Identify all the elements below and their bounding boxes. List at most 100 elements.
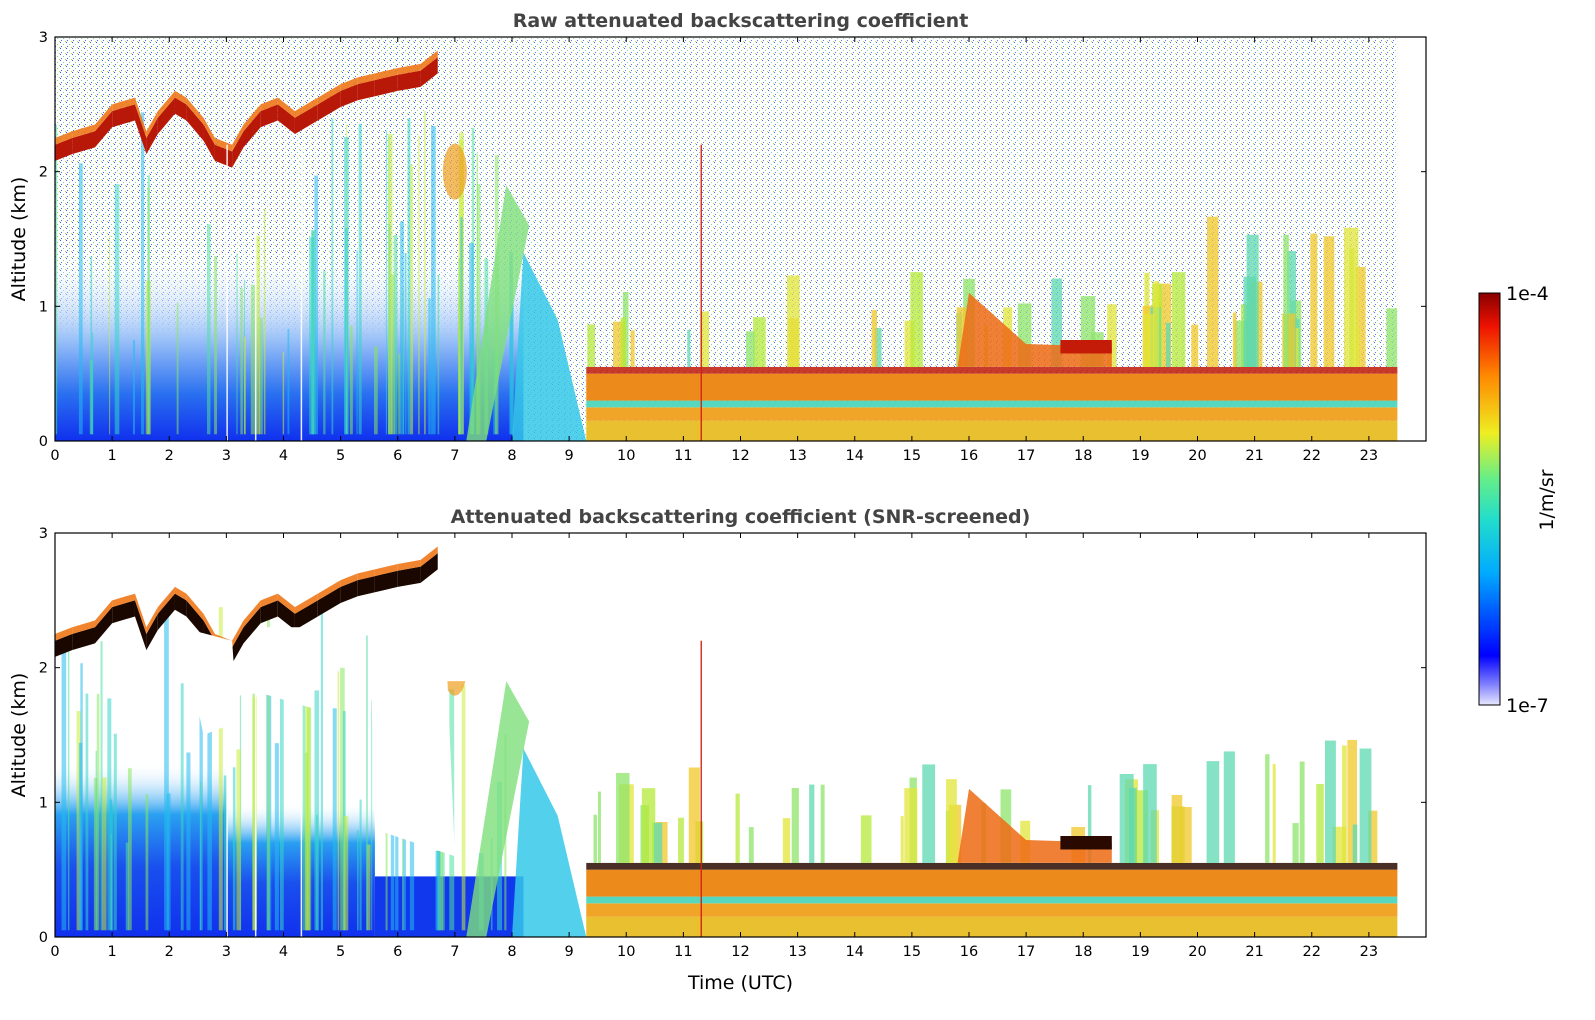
cloud-edge-segment <box>374 67 398 81</box>
convective-plume <box>910 272 923 367</box>
vertical-artifact <box>300 640 303 937</box>
convective-plume <box>956 307 967 367</box>
aerosol-streak <box>250 284 256 435</box>
cloud-layer-segment <box>112 600 135 624</box>
convective-plume <box>1352 824 1358 863</box>
x-tick-label: 14 <box>846 448 864 464</box>
y-axis-ticks: 0 1 2 3 <box>39 526 1426 946</box>
aerosol-streak <box>393 234 398 435</box>
convective-plume <box>700 311 710 367</box>
cloud-edge-segment <box>146 607 158 634</box>
aerosol-streak <box>402 777 406 931</box>
aerosol-streak <box>314 175 318 435</box>
boundary-layer-core <box>586 373 1398 401</box>
aerosol-streak <box>282 351 285 435</box>
boundary-layer-core <box>586 869 1398 897</box>
aerosol-streak <box>418 135 420 435</box>
cloud-layer-segment <box>294 600 318 630</box>
convective-plume <box>1359 748 1372 863</box>
aerosol-plume <box>512 252 587 441</box>
aerosol-streak <box>407 118 411 435</box>
cloud-edge-segment <box>94 104 113 132</box>
cloud-edge-segment <box>397 63 421 75</box>
cloud-layer-segment <box>340 580 358 604</box>
cloud-layer-segment <box>243 111 261 148</box>
convective-plume <box>1051 278 1062 367</box>
cloud-layer-segment <box>357 80 375 101</box>
y-axis-label: Altitude (km) <box>8 177 30 302</box>
aerosol-streak <box>398 353 401 435</box>
aerosol-streak <box>402 289 404 435</box>
convective-plume <box>1287 251 1297 367</box>
convective-plume <box>587 324 596 367</box>
cloud-edge-segment <box>420 546 438 567</box>
boundary-layer-base <box>586 903 1398 917</box>
convective-plume <box>687 329 691 367</box>
cloud-layer-segment <box>72 131 95 155</box>
aerosol-streak <box>305 635 310 931</box>
aerosol-streak <box>461 684 466 931</box>
x-tick-label: 0 <box>50 448 59 464</box>
cloud-layer-segment <box>397 70 421 91</box>
y-tick-label: 0 <box>39 930 48 946</box>
vertical-artifact <box>254 144 257 441</box>
vertical-artifact <box>700 640 703 937</box>
x-tick-label: 11 <box>674 448 692 464</box>
aerosol-streak <box>340 667 345 931</box>
aerosol-streak <box>309 237 315 435</box>
aerosol-streak <box>458 258 461 435</box>
raw-backscatter-panel: Raw attenuated backscattering coefficien… <box>8 10 1427 464</box>
y-axis-ticks: 0 1 2 3 <box>39 30 1426 450</box>
cloud-edge-segment <box>55 627 73 641</box>
convective-plume <box>748 827 754 863</box>
aerosol-streak <box>125 842 129 931</box>
cloud-layer-segment <box>203 124 215 161</box>
aerosol-streak <box>78 163 83 435</box>
aerosol-streak <box>102 777 107 931</box>
screened-gap <box>180 627 238 735</box>
cloud-edge-segment <box>243 104 261 132</box>
boundary-layer-top <box>586 366 1398 374</box>
cloud-layer-segment <box>277 600 295 630</box>
aerosol-streak <box>409 808 415 931</box>
convective-plume <box>1223 751 1235 863</box>
cloud-edge-segment <box>157 90 175 118</box>
aerosol-streak <box>76 710 81 931</box>
x-tick-label: 9 <box>565 944 574 960</box>
x-axis-label: Time (UTC) <box>687 972 793 994</box>
x-axis-ticks: 0 1 2 3 4 5 6 7 8 9 10 11 12 13 14 15 16 17 18 19 20 21 22 23 <box>50 37 1378 464</box>
convective-plume <box>1165 322 1171 367</box>
x-tick-label: 23 <box>1360 944 1378 960</box>
cloud-layer-segment <box>397 566 421 587</box>
colorbar: 1e-4 1e-7 1/m/sr <box>1478 283 1558 717</box>
cloud-edge-segment <box>420 50 438 71</box>
convective-plume <box>1342 745 1347 863</box>
x-tick-label: 3 <box>222 448 231 464</box>
convective-plume <box>1368 810 1378 863</box>
x-tick-label: 12 <box>731 448 749 464</box>
x-tick-label: 19 <box>1131 448 1149 464</box>
aerosol-streak <box>267 604 270 931</box>
x-tick-label: 23 <box>1360 448 1378 464</box>
convective-plume <box>1206 216 1219 367</box>
raw-heatmap-image <box>55 37 1426 441</box>
aerosol-streak <box>214 256 218 435</box>
cloud-edge-segment <box>157 586 175 614</box>
boundary-layer-band <box>586 400 1398 408</box>
cloud-edge-segment <box>357 569 375 581</box>
convective-plume <box>1232 312 1237 367</box>
convective-plume <box>922 764 936 863</box>
cloud-layer-segment <box>277 104 295 134</box>
vertical-artifact <box>226 144 228 441</box>
x-tick-label: 22 <box>1303 944 1321 960</box>
y-tick-label: 0 <box>39 434 48 450</box>
screened-heatmap-image <box>55 533 1426 937</box>
aerosol-streak <box>252 696 257 931</box>
aerosol-streak <box>435 850 441 931</box>
aerosol-streak <box>186 752 191 931</box>
aerosol-streak <box>236 749 241 931</box>
cloud-edge-segment <box>174 90 187 105</box>
aerosol-streak <box>371 699 373 931</box>
convective-plume <box>1386 308 1398 367</box>
convective-plume <box>1171 272 1186 367</box>
